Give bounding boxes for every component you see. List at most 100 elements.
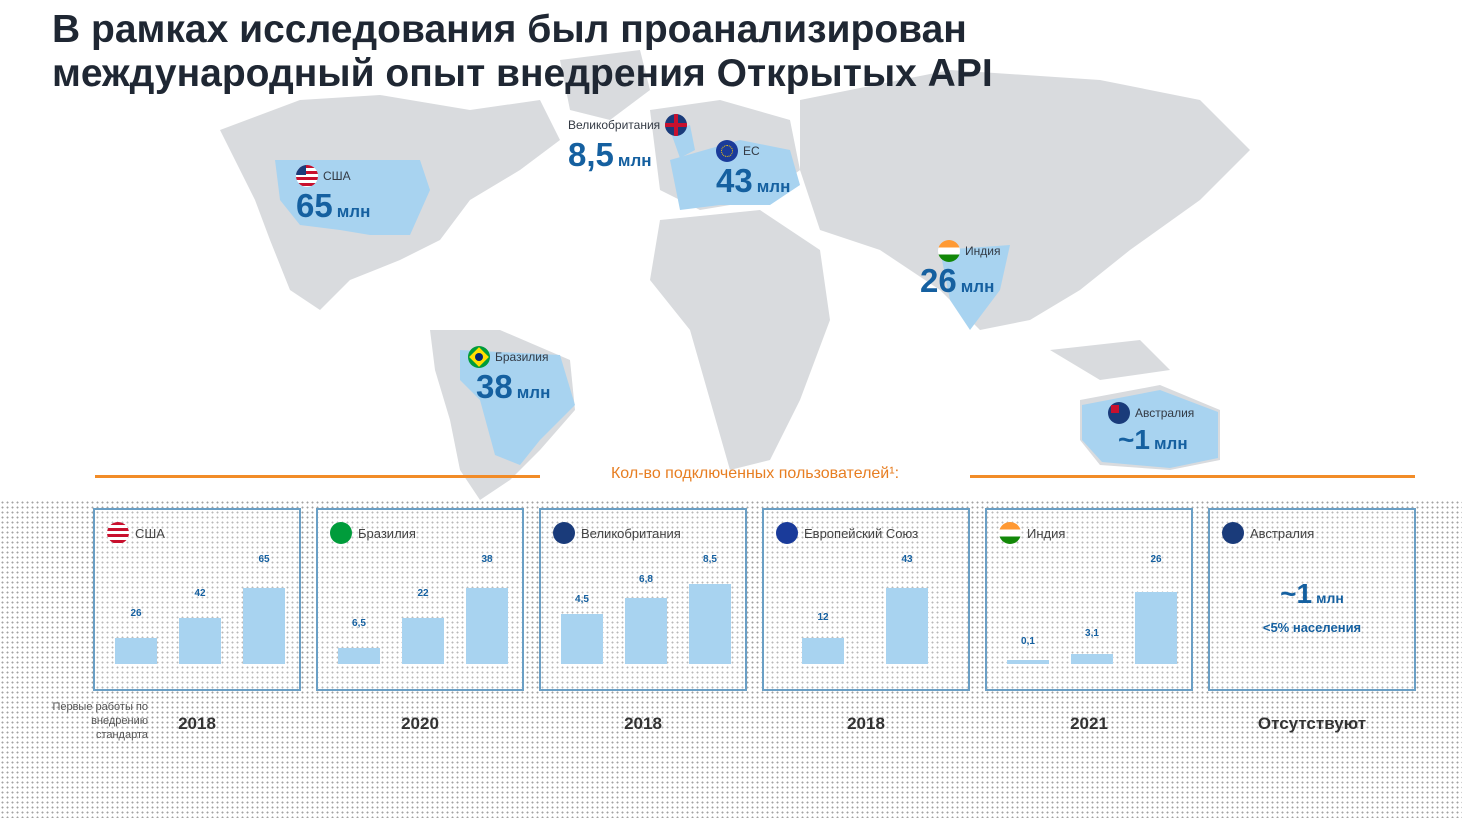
map-label-uk: Великобритания 8,5 млн	[568, 114, 688, 174]
section-title: Кол-во подключенных пользователей¹:	[610, 465, 900, 482]
card-usa: США 26 42 65	[93, 508, 301, 691]
india-flag-icon	[938, 240, 960, 262]
card-title: Австралия	[1250, 525, 1315, 541]
bar	[1007, 660, 1049, 664]
indonesia-land	[1050, 340, 1170, 380]
country-value: 43	[716, 162, 753, 199]
bar	[802, 638, 844, 664]
australia-flag-icon	[1222, 522, 1244, 544]
africa-land	[650, 210, 830, 470]
country-unit: млн	[336, 202, 371, 221]
left-note: Первые работы по внедрению стандарта	[52, 701, 148, 741]
bar-label: 26	[130, 608, 142, 619]
country-name: ЕС	[743, 144, 760, 158]
brazil-flag-icon	[330, 522, 352, 544]
country-unit: млн	[756, 177, 791, 196]
year-brazil: 2020	[401, 714, 439, 733]
bar-label: 65	[258, 554, 270, 565]
bar-label: 4,5	[575, 594, 589, 605]
bar-label: 38	[481, 554, 493, 565]
card-uk: Великобритания 4,5 6,8 8,5	[539, 508, 747, 691]
year-uk: 2018	[624, 714, 662, 733]
greenland-land	[560, 50, 650, 120]
title-line-1: В рамках исследования был проанализирова…	[52, 8, 967, 51]
country-value: 26	[920, 262, 957, 299]
card-brazil: Бразилия 6,5 22 38	[316, 508, 524, 691]
card-title: США	[135, 525, 165, 541]
country-name: Бразилия	[495, 350, 549, 364]
bar-label: 12	[817, 612, 829, 623]
map-label-usa: США 65 млн	[296, 165, 370, 225]
page-title: В рамках исследования был проанализирова…	[52, 8, 1252, 96]
country-value: 8,5	[568, 136, 614, 173]
bar	[561, 614, 603, 664]
bar-label: 3,1	[1085, 628, 1099, 639]
uk-flag-icon	[665, 114, 688, 136]
year-india: 2021	[1070, 714, 1108, 733]
map-label-india: Индия 26 млн	[920, 240, 1000, 300]
bar	[1135, 592, 1177, 664]
title-line-2: международный опыт внедрения Открытых AP…	[52, 52, 993, 95]
bar	[179, 618, 221, 664]
card-title: Индия	[1027, 525, 1066, 541]
australia-flag-icon	[1108, 402, 1130, 424]
eu-flag-icon	[716, 140, 738, 162]
card-title: Бразилия	[358, 525, 416, 541]
usa-flag-icon	[107, 522, 129, 544]
country-name: США	[323, 169, 351, 183]
bar-label: 0,1	[1021, 636, 1035, 647]
year-eu: 2018	[847, 714, 885, 733]
card-title: Великобритания	[581, 525, 681, 541]
bar-label: 22	[417, 588, 429, 599]
country-unit: млн	[516, 383, 551, 402]
bar	[243, 588, 285, 664]
bar	[625, 598, 667, 664]
year-australia: Отсутствуют	[1257, 714, 1367, 733]
card-australia: Австралия ~1 млн <5% населения	[1208, 508, 1416, 691]
asia-land	[800, 70, 1250, 330]
country-value: 65	[296, 187, 333, 224]
card-title: Европейский Союз	[804, 525, 919, 541]
country-unit: млн	[960, 277, 995, 296]
country-name: Великобритания	[568, 118, 661, 132]
bar	[115, 638, 157, 664]
brazil-flag-icon	[468, 346, 490, 368]
eu-flag-icon	[776, 522, 798, 544]
country-name: Австралия	[1135, 406, 1195, 420]
country-unit: млн	[617, 151, 652, 170]
card-big-unit: млн	[1316, 590, 1344, 606]
map-label-australia: Австралия ~1 млн	[1108, 402, 1194, 456]
card-eu: Европейский Союз 12 43	[762, 508, 970, 691]
bar	[1071, 654, 1113, 664]
card-india: Индия 0,1 3,1 26	[985, 508, 1193, 691]
bar	[886, 588, 928, 664]
bar-label: 6,5	[352, 618, 366, 629]
country-value: 38	[476, 368, 513, 405]
bar-label: 8,5	[703, 554, 717, 565]
uk-flag-icon	[553, 522, 575, 544]
map-label-brazil: Бразилия 38 млн	[468, 346, 550, 406]
bar	[466, 588, 508, 664]
bar-label: 42	[194, 588, 206, 599]
map-label-eu: ЕС 43 млн	[716, 140, 790, 200]
bar	[402, 618, 444, 664]
bar-label: 6,8	[639, 574, 653, 585]
card-big-value: ~1	[1280, 578, 1313, 609]
usa-flag-icon	[296, 165, 318, 187]
country-name: Индия	[965, 244, 1001, 258]
eu-highlight	[670, 140, 800, 210]
country-unit: млн	[1153, 434, 1188, 453]
india-highlight	[940, 245, 1010, 330]
year-usa: 2018	[178, 714, 216, 733]
section-divider-left	[95, 475, 540, 478]
country-value: ~1	[1118, 424, 1150, 455]
bar	[338, 648, 380, 664]
bar-label: 26	[1150, 554, 1162, 565]
section-divider-right	[970, 475, 1415, 478]
bar-label: 43	[901, 554, 913, 565]
world-map	[220, 50, 1250, 500]
brazil-highlight	[460, 350, 575, 465]
india-flag-icon	[999, 522, 1021, 544]
bar	[689, 584, 731, 664]
card-note: <5% населения	[1262, 620, 1362, 635]
